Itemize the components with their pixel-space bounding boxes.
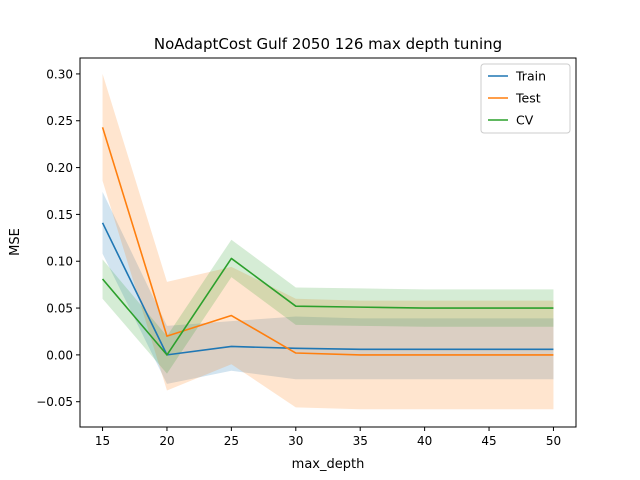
series-lines [101, 127, 554, 356]
x-axis-label: max_depth [292, 457, 365, 472]
series-line-test [101, 127, 554, 356]
x-tick-label: 35 [353, 434, 368, 448]
y-tick-label: 0.20 [46, 161, 73, 175]
y-tick-label: 0.10 [46, 255, 73, 269]
band-train [102, 191, 554, 384]
y-tick-label: 0.05 [46, 302, 73, 316]
legend-label-cv: CV [516, 113, 534, 128]
x-tick-label: 45 [481, 434, 496, 448]
legend-label-test: Test [515, 91, 541, 106]
x-tick-label: 40 [417, 434, 432, 448]
y-axis-ticks: −0.05 0.00 0.05 0.10 0.15 0.20 0.25 0.30 [36, 67, 80, 409]
y-tick-label: 0.15 [46, 208, 73, 222]
y-tick-label: 0.00 [46, 348, 73, 362]
band-test [102, 73, 554, 410]
x-axis-ticks: 15 20 25 30 35 40 45 50 [95, 427, 561, 448]
legend: Train Test CV [480, 63, 571, 134]
series-line-train [101, 222, 554, 356]
chart-title: NoAdaptCost Gulf 2050 126 max depth tuni… [154, 35, 502, 53]
y-tick-label: 0.30 [46, 67, 73, 81]
legend-box [480, 63, 571, 134]
x-tick-label: 25 [224, 434, 239, 448]
x-tick-label: 15 [95, 434, 110, 448]
y-tick-label: 0.25 [46, 114, 73, 128]
series-line-cv [101, 257, 554, 356]
legend-label-train: Train [515, 69, 546, 84]
plot-frame [79, 57, 577, 428]
x-tick-label: 50 [546, 434, 561, 448]
x-tick-label: 30 [288, 434, 303, 448]
y-axis-label: MSE [8, 228, 23, 256]
x-tick-label: 20 [159, 434, 174, 448]
y-tick-label: −0.05 [36, 395, 73, 409]
